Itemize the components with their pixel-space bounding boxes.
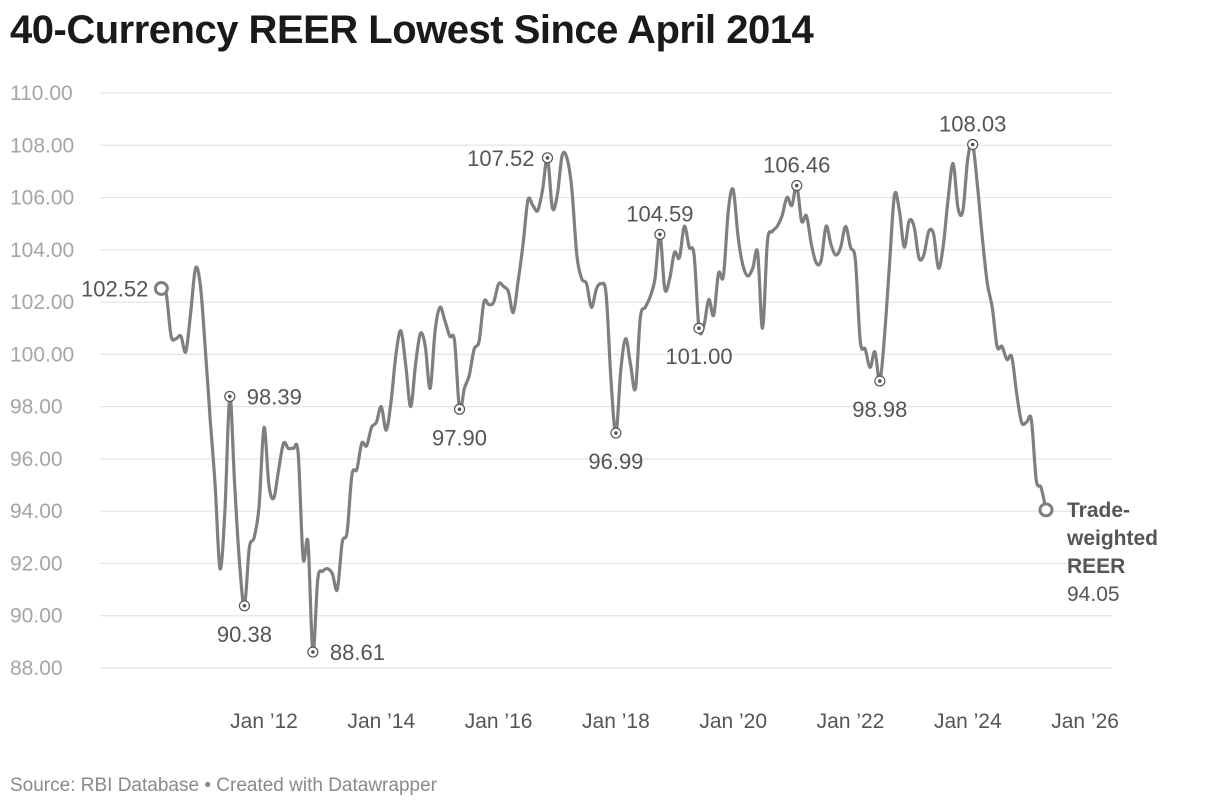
- annotation-labels: 102.52 98.39 90.38 88.61 97.90 107.52 96.99 104…: [81, 111, 1006, 665]
- y-tick-label: 92.00: [10, 552, 63, 575]
- series-label-line: Trade-: [1067, 499, 1130, 522]
- x-tick-label: Jan ’14: [347, 710, 415, 733]
- point-marker-dot: [697, 326, 701, 331]
- point-marker-dot: [545, 156, 550, 160]
- y-tick-label: 90.00: [10, 605, 63, 628]
- x-tick-label: Jan ’22: [817, 710, 885, 733]
- point-marker-dot: [794, 183, 799, 188]
- footer: Source: RBI Database • Created with Data…: [10, 775, 437, 797]
- data-label: 107.52: [467, 146, 534, 171]
- annotation-markers: [153, 138, 1054, 658]
- data-label: 108.03: [939, 111, 1006, 136]
- point-marker-dot: [311, 650, 315, 654]
- series-line-group: [159, 141, 1048, 654]
- data-label: 104.59: [626, 201, 693, 226]
- data-label: 101.00: [665, 344, 732, 369]
- series-label-line: weighted: [1066, 527, 1158, 550]
- data-label: 102.52: [81, 277, 148, 302]
- credit-link[interactable]: Created with Datawrapper: [216, 775, 437, 796]
- x-tick-label: Jan ’12: [230, 710, 298, 733]
- series-last-value: 94.05: [1067, 583, 1120, 606]
- y-tick-label: 100.00: [10, 343, 74, 366]
- x-tick-label: Jan ’16: [465, 710, 533, 733]
- series-line: [159, 141, 1048, 654]
- series-label-line: REER: [1067, 555, 1125, 578]
- chart-title: 40-Currency REER Lowest Since April 2014: [10, 8, 814, 52]
- point-marker-dot: [614, 431, 618, 435]
- y-tick-label: 110.00: [10, 82, 73, 105]
- data-label: 96.99: [588, 449, 643, 474]
- endpoint-marker: [153, 281, 169, 296]
- footer-separator: •: [199, 775, 217, 796]
- line-chart: 88.00 90.00 92.00 94.00 96.00 98.00 100.00 102.…: [10, 82, 1158, 733]
- grid-lines: [100, 92, 1112, 669]
- y-tick-label: 98.00: [10, 396, 63, 419]
- data-label: 98.98: [852, 397, 907, 422]
- source-text: Source: RBI Database: [10, 775, 200, 796]
- point-marker-dot: [242, 603, 247, 608]
- y-tick-label: 102.00: [10, 291, 74, 314]
- y-tick-label: 104.00: [10, 239, 74, 262]
- x-tick-label: Jan ’26: [1051, 710, 1119, 733]
- y-tick-label: 106.00: [10, 187, 74, 210]
- data-label: 98.39: [247, 384, 302, 409]
- point-marker-dot: [658, 232, 662, 237]
- data-label: 106.46: [763, 153, 830, 178]
- data-label: 90.38: [217, 622, 272, 647]
- x-tick-label: Jan ’24: [934, 710, 1002, 733]
- x-tick-label: Jan ’20: [699, 710, 767, 733]
- point-marker-dot: [970, 142, 975, 147]
- y-tick-label: 96.00: [10, 448, 63, 471]
- data-label: 88.61: [330, 640, 385, 665]
- y-axis-ticks: 88.00 90.00 92.00 94.00 96.00 98.00 100.00 102.…: [10, 82, 74, 680]
- y-tick-label: 108.00: [10, 134, 74, 157]
- series-label-group: Trade-weighted REER 94.05: [1066, 499, 1158, 606]
- point-marker-dot: [227, 394, 232, 399]
- data-label: 97.90: [432, 425, 487, 450]
- point-marker-dot: [878, 379, 882, 383]
- x-tick-label: Jan ’18: [582, 710, 650, 733]
- x-axis-ticks: Jan ’12 Jan ’14 Jan ’16 Jan ’18 Jan ’20 Jan ’…: [230, 710, 1119, 733]
- point-marker-dot: [457, 407, 462, 412]
- endpoint-marker: [1038, 502, 1054, 518]
- y-tick-label: 88.00: [10, 657, 63, 680]
- y-tick-label: 94.00: [10, 500, 63, 523]
